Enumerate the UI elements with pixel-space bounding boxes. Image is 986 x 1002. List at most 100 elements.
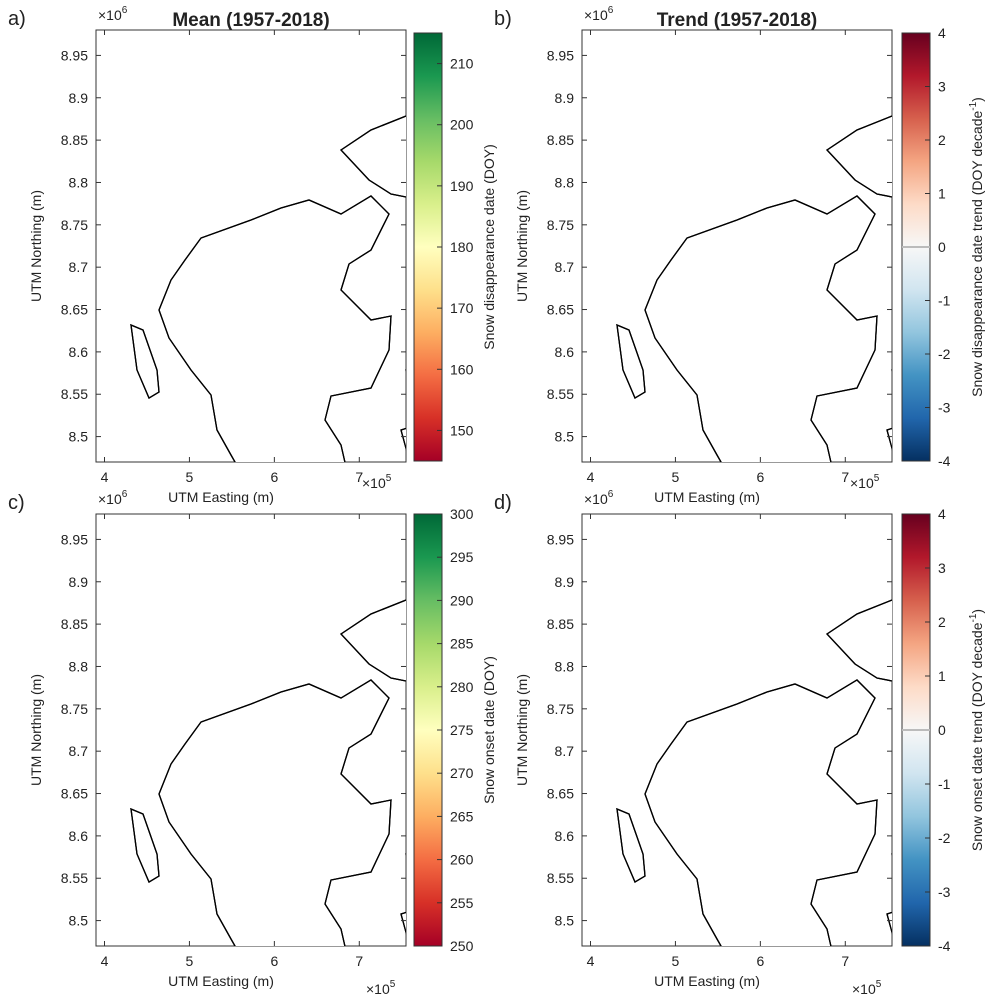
x-tick-label: 5 — [186, 953, 194, 969]
y-tick-label: 8.5 — [69, 429, 89, 445]
colorbar-tick-label: 290 — [450, 592, 474, 608]
panel-letter: a) — [8, 8, 26, 30]
colorbar-tick-label: 4 — [938, 506, 946, 522]
panel-letter: c) — [8, 492, 25, 514]
y-tick-label: 8.65 — [61, 302, 88, 318]
colorbar-tick-label: 295 — [450, 549, 474, 565]
y-tick-label: 8.9 — [555, 90, 575, 106]
y-tick-label: 8.55 — [61, 870, 88, 886]
colorbar-tick-label: -1 — [938, 776, 951, 792]
colorbar-tick-label: 190 — [450, 178, 474, 194]
y-tick-label: 8.6 — [555, 828, 575, 844]
colorbar-tick-label: 210 — [450, 56, 474, 72]
y-tick-label: 8.8 — [69, 658, 89, 674]
panel-title: Trend (1957-2018) — [657, 10, 818, 31]
panel-letter: b) — [494, 8, 512, 30]
x-tick-label: 5 — [672, 953, 680, 969]
colorbar-tick-label: 150 — [450, 422, 474, 438]
colorbar-tick-label: 1 — [938, 186, 946, 202]
y-tick-label: 8.9 — [69, 90, 89, 106]
y-tick-label: 8.85 — [61, 132, 88, 148]
y-tick-label: 8.7 — [555, 259, 575, 275]
y-tick-label: 8.85 — [547, 132, 574, 148]
colorbar-tick-label: 260 — [450, 852, 474, 868]
colorbar-tick-label: 3 — [938, 560, 946, 576]
colorbar-tick-label: 265 — [450, 808, 474, 824]
y-tick-label: 8.5 — [69, 913, 89, 929]
y-exponent-label: ×106 — [98, 5, 128, 23]
y-tick-label: 8.7 — [555, 743, 575, 759]
x-tick-label: 4 — [587, 953, 595, 969]
y-tick-label: 8.9 — [69, 574, 89, 590]
x-exponent-label: ×105 — [852, 979, 882, 997]
y-tick-label: 8.65 — [547, 786, 574, 802]
y-exponent-label: ×106 — [584, 5, 614, 23]
y-tick-label: 8.95 — [547, 531, 574, 547]
y-tick-label: 8.55 — [547, 386, 574, 402]
y-tick-label: 8.8 — [555, 658, 575, 674]
colorbar: 4 3 2 1 0 -1 -2 -3 -4 Snow onset date trend (DOY … — [901, 506, 985, 954]
x-tick-label: 7 — [355, 469, 363, 485]
x-tick-label: 6 — [270, 469, 278, 485]
y-exponent-label: ×106 — [584, 489, 614, 507]
x-tick-label: 7 — [355, 953, 363, 969]
colorbar-tick-label: 2 — [938, 132, 946, 148]
y-axis-label: UTM Northing (m) — [514, 674, 530, 786]
colorbar-tick-label: -2 — [938, 346, 951, 362]
colorbar-label: Snow onset date trend (DOY decade-1) — [968, 609, 985, 851]
x-exponent-label: ×105 — [362, 473, 392, 491]
y-axis-label: UTM Northing (m) — [28, 190, 44, 302]
y-tick-label: 8.8 — [69, 174, 89, 190]
y-tick-label: 8.55 — [61, 386, 88, 402]
x-axis-label: UTM Easting (m) — [654, 973, 760, 989]
colorbar-tick-label: -4 — [938, 938, 951, 954]
x-exponent-label: ×105 — [366, 979, 396, 997]
y-tick-label: 8.5 — [555, 913, 575, 929]
y-tick-label: 8.75 — [61, 701, 88, 717]
y-tick-label: 8.75 — [547, 217, 574, 233]
y-tick-label: 8.8 — [555, 174, 575, 190]
y-tick-label: 8.6 — [555, 344, 575, 360]
colorbar-tick-label: 160 — [450, 361, 474, 377]
x-exponent-label: ×105 — [850, 473, 880, 491]
y-tick-label: 8.7 — [69, 259, 89, 275]
x-tick-label: 4 — [587, 469, 595, 485]
colorbar-tick-label: 170 — [450, 300, 474, 316]
colorbar-tick-label: 300 — [450, 506, 474, 522]
panel-a: 4 5 6 7 8.95 8.9 8.85 8.8 8.75 8.7 8.65 8.6 8.55 8.5 U… — [8, 5, 497, 505]
x-tick-label: 7 — [841, 953, 849, 969]
panel-c: 4 5 6 7 8.95 8.9 8.85 8.8 8.75 8.7 8.65 8.6 8.55 8.5 U… — [8, 489, 497, 997]
y-tick-label: 8.5 — [555, 429, 575, 445]
colorbar-label: Snow disappearance date (DOY) — [481, 144, 497, 349]
colorbar: 210 200 190 180 170 160 150 Snow disappearance … — [413, 32, 497, 462]
y-tick-label: 8.55 — [547, 870, 574, 886]
colorbar-tick-label: 280 — [450, 679, 474, 695]
colorbar-tick-label: 200 — [450, 117, 474, 133]
colorbar-tick-label: 275 — [450, 722, 474, 738]
x-tick-label: 6 — [756, 953, 764, 969]
y-tick-label: 8.6 — [69, 344, 89, 360]
colorbar: 4 3 2 1 0 -1 -2 -3 -4 Snow disappearance date tre… — [901, 25, 985, 469]
colorbar-tick-label: 285 — [450, 636, 474, 652]
colorbar-tick-label: 2 — [938, 614, 946, 630]
y-tick-label: 8.95 — [547, 47, 574, 63]
colorbar-tick-label: 270 — [450, 765, 474, 781]
x-tick-label: 4 — [101, 469, 109, 485]
colorbar-tick-label: -3 — [938, 400, 951, 416]
colorbar-tick-label: 4 — [938, 25, 946, 41]
panel-d: 4 5 6 7 8.95 8.9 8.85 8.8 8.75 8.7 8.65 8.6 8.55 8.5 U… — [494, 489, 985, 997]
colorbar-tick-label: -2 — [938, 830, 951, 846]
colorbar-tick-label: 255 — [450, 895, 474, 911]
y-tick-label: 8.75 — [61, 217, 88, 233]
colorbar-tick-label: 3 — [938, 79, 946, 95]
colorbar-tick-label: -1 — [938, 293, 951, 309]
y-exponent-label: ×106 — [98, 489, 128, 507]
x-tick-label: 4 — [101, 953, 109, 969]
x-tick-label: 6 — [756, 469, 764, 485]
colorbar-label: Snow disappearance date trend (DOY decad… — [968, 97, 985, 397]
y-axis-label: UTM Northing (m) — [514, 190, 530, 302]
x-axis-label: UTM Easting (m) — [168, 489, 274, 505]
panel-title: Mean (1957-2018) — [172, 10, 329, 31]
colorbar-tick-label: 0 — [938, 722, 946, 738]
